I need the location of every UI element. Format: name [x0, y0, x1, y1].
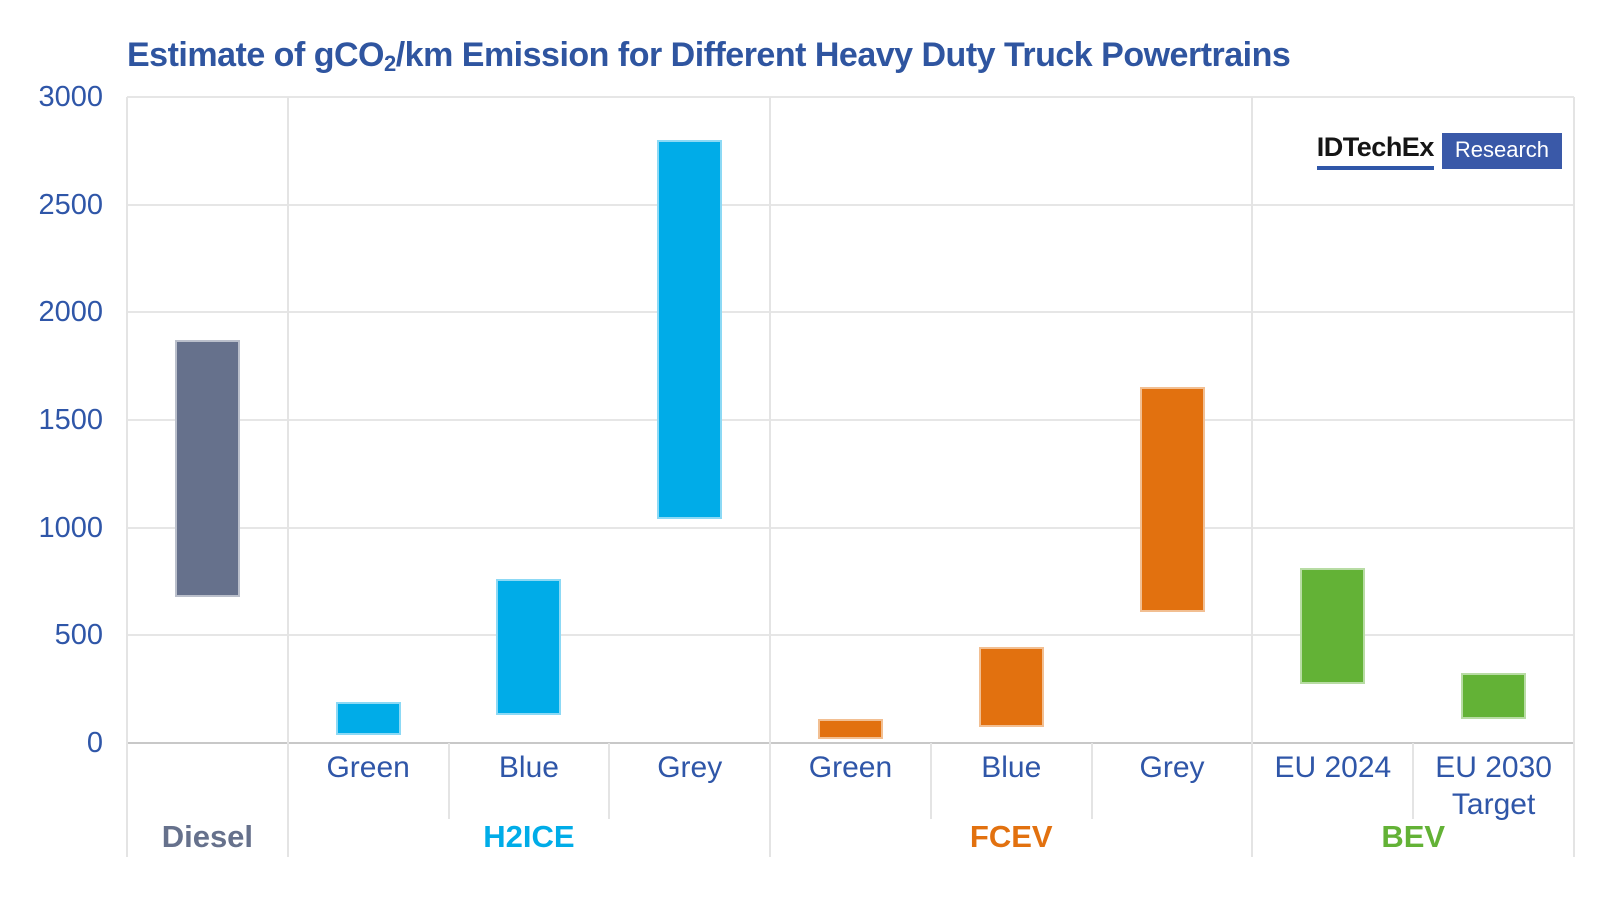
group-separator — [1251, 97, 1254, 857]
range-bar — [657, 140, 723, 520]
cell-separator — [608, 743, 611, 819]
logo-brand: IDTechEx — [1316, 132, 1434, 170]
gridline — [127, 526, 1574, 529]
y-axis: 0 500 1000 1500 2000 2500 3000 — [0, 0, 103, 900]
gridline — [127, 203, 1574, 206]
range-bar — [978, 647, 1044, 727]
cell-separator — [929, 743, 932, 819]
logo-research-badge: Research — [1441, 133, 1562, 169]
category-label: EU 2030 Target — [1435, 751, 1552, 821]
gridline — [127, 634, 1574, 637]
plot-left-border — [126, 97, 128, 857]
y-tick-label: 0 — [86, 727, 103, 759]
y-tick-label: 3000 — [38, 81, 103, 113]
group-separator — [769, 97, 772, 857]
group-label: Diesel — [161, 819, 254, 854]
cell-separator — [1090, 743, 1093, 819]
category-label: Green — [326, 751, 410, 784]
y-tick-label: 1000 — [38, 511, 103, 544]
category-label: Green — [808, 751, 893, 784]
y-tick-label: 2000 — [38, 296, 103, 329]
group-label: H2ICE — [483, 819, 575, 854]
group-separator — [286, 97, 289, 857]
gridline — [127, 742, 1574, 744]
category-label: Blue — [981, 751, 1042, 784]
range-bar — [335, 702, 401, 736]
category-label: Grey — [657, 751, 723, 784]
y-tick-label: 1500 — [38, 404, 103, 436]
gridline — [127, 419, 1574, 421]
range-bar — [1461, 673, 1527, 720]
range-bar — [1139, 386, 1205, 612]
cell-separator — [447, 743, 450, 819]
group-label: BEV — [1381, 819, 1446, 854]
cell-separator — [1412, 743, 1415, 819]
chart-title-pre: Estimate of gCO — [127, 36, 384, 74]
chart-title: Estimate of gCO2/km Emission for Differe… — [127, 36, 1291, 76]
chart-title-subscript: 2 — [383, 51, 396, 76]
y-tick-label: 2500 — [38, 188, 103, 221]
category-label: EU 2024 — [1274, 751, 1392, 784]
y-tick-label: 500 — [54, 619, 103, 652]
gridline — [127, 96, 1574, 98]
category-label: Grey — [1139, 751, 1205, 784]
range-bar — [174, 340, 240, 597]
gridline — [127, 311, 1574, 314]
group-separator — [1573, 97, 1575, 857]
chart-title-post: /km Emission for Different Heavy Duty Tr… — [395, 36, 1291, 74]
idtechex-logo: IDTechEx Research — [1316, 132, 1562, 170]
category-label: Blue — [498, 751, 559, 784]
range-bar — [1300, 567, 1366, 684]
range-bar — [496, 579, 562, 715]
group-label: FCEV — [969, 819, 1053, 854]
plot-area: Diesel Green Blue Grey H2ICE Green Blue Grey FCE… — [126, 96, 1575, 857]
range-bar — [818, 719, 883, 739]
